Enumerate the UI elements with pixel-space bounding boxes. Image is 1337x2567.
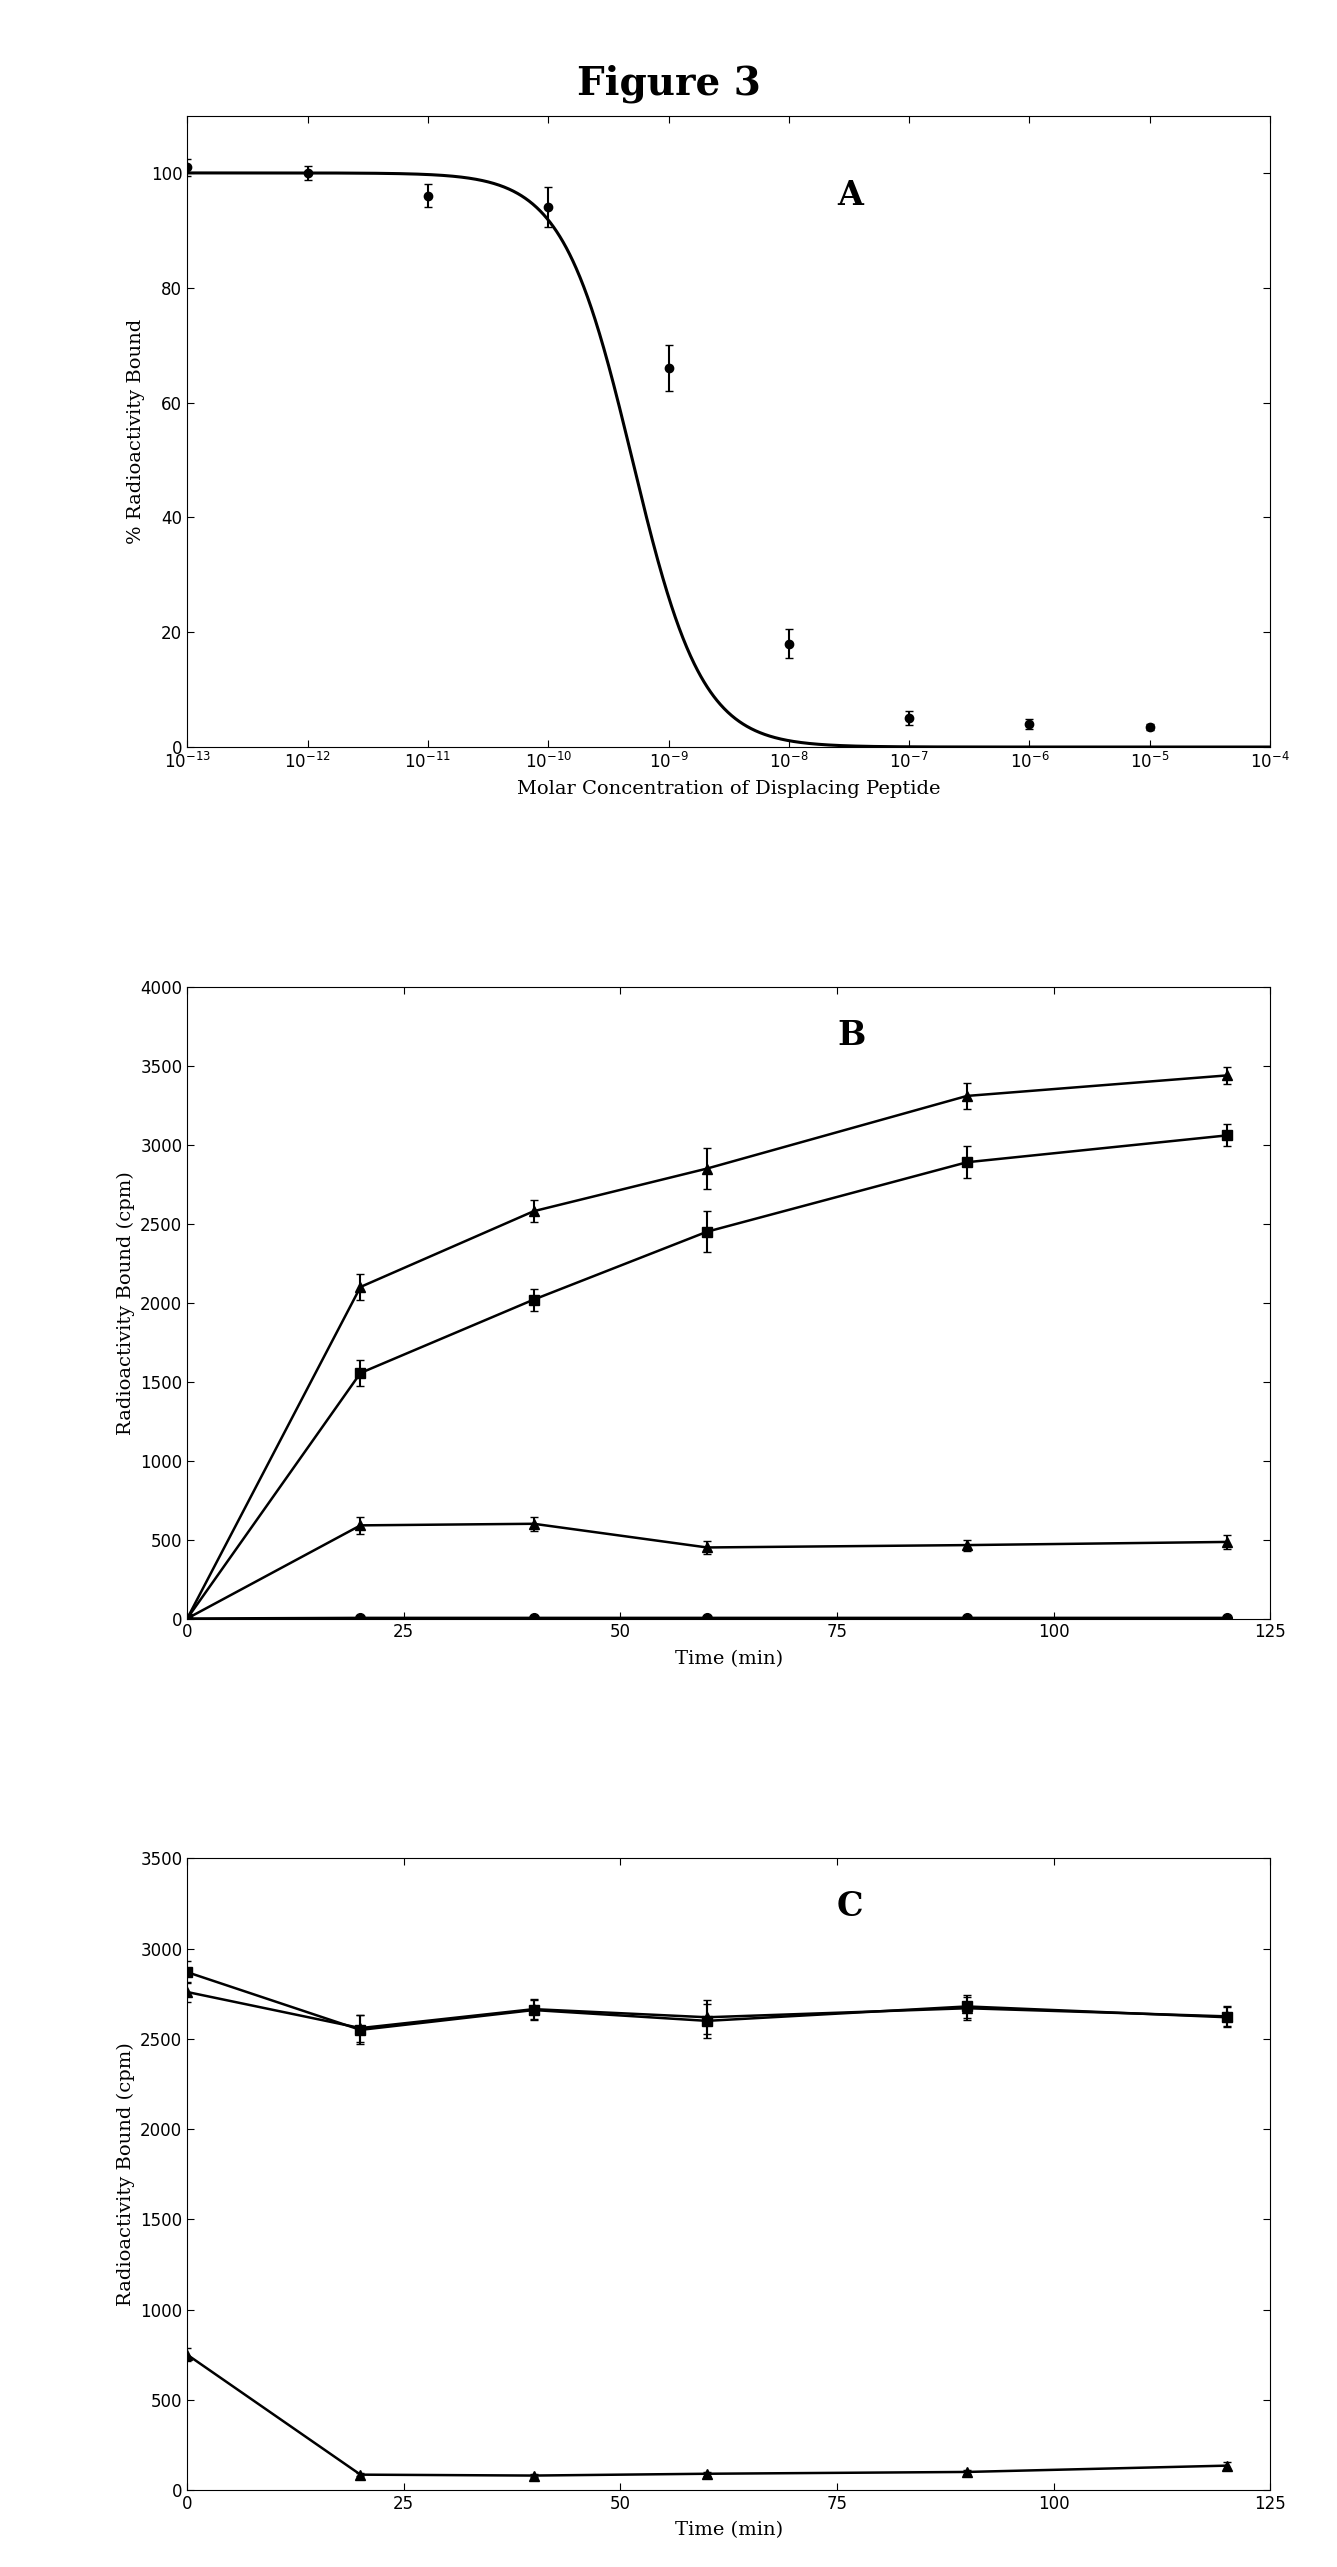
Text: A: A [837, 180, 862, 210]
Text: C: C [837, 1889, 864, 1923]
X-axis label: Molar Concentration of Displacing Peptide: Molar Concentration of Displacing Peptid… [517, 780, 940, 798]
Y-axis label: % Radioactivity Bound: % Radioactivity Bound [127, 318, 146, 544]
Text: Figure 3: Figure 3 [576, 64, 761, 103]
X-axis label: Time (min): Time (min) [675, 1651, 782, 1669]
Text: B: B [837, 1019, 865, 1052]
Y-axis label: Radioactivity Bound (cpm): Radioactivity Bound (cpm) [116, 2043, 135, 2305]
Y-axis label: Radioactivity Bound (cpm): Radioactivity Bound (cpm) [116, 1171, 135, 1435]
X-axis label: Time (min): Time (min) [675, 2521, 782, 2539]
